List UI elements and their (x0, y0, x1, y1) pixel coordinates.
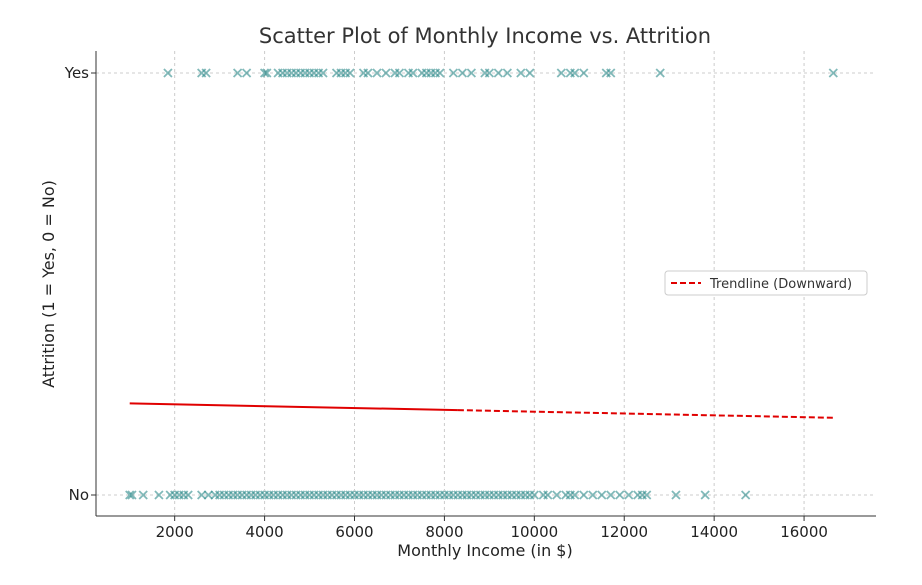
data-point-no (125, 490, 135, 500)
data-point-yes (493, 68, 503, 78)
data-point-yes (457, 68, 468, 78)
data-point-yes (259, 68, 270, 78)
x-tick-label: 14000 (690, 523, 738, 541)
data-point-no (552, 490, 562, 500)
data-point-no (203, 490, 214, 500)
trendline-solid-segment (129, 402, 458, 412)
data-point-no (579, 490, 589, 500)
data-point-no (529, 490, 539, 500)
tick-labels: 2000 4000 6000 8000 10000 12000 14000 16000 No Ye… (64, 64, 828, 541)
data-point-yes (484, 68, 495, 78)
y-axis-label: Attrition (1 = Yes, 0 = No) (39, 180, 58, 388)
data-point-yes (606, 68, 616, 78)
data-point-yes (394, 68, 405, 78)
trendline-dashed-segment (457, 409, 834, 419)
y-tick-label: Yes (64, 64, 89, 82)
data-point-yes (201, 68, 211, 78)
data-point-yes (318, 68, 328, 78)
axes (91, 51, 876, 521)
data-point-yes (570, 68, 580, 78)
data-point-yes (163, 68, 173, 78)
data-point-yes (448, 68, 459, 78)
x-tick-label: 6000 (335, 523, 373, 541)
y-tick-label: No (69, 486, 89, 504)
x-tick-label: 12000 (600, 523, 648, 541)
data-point-no (671, 490, 681, 500)
x-tick-label: 8000 (425, 523, 463, 541)
data-point-no (588, 490, 598, 500)
data-point-yes (516, 68, 526, 78)
data-point-yes (232, 68, 243, 78)
data-point-no (624, 490, 634, 500)
data-point-no (740, 490, 751, 500)
legend: Trendline (Downward) (664, 270, 868, 296)
x-tick-label: 10000 (510, 523, 558, 541)
data-point-yes (556, 68, 566, 78)
data-point-no (197, 490, 207, 500)
data-point-yes (345, 68, 355, 78)
data-point-yes (241, 68, 252, 78)
trendline-layer (129, 402, 834, 419)
legend-trendline-label: Trendline (Downward) (709, 277, 852, 292)
data-points (125, 68, 838, 500)
data-point-yes (579, 68, 589, 78)
data-point-yes (381, 68, 391, 78)
data-point-yes (363, 68, 373, 78)
data-point-yes (466, 68, 477, 78)
data-point-no (615, 490, 625, 500)
data-point-no (700, 490, 710, 500)
x-axis-label: Monthly Income (in $) (397, 541, 572, 560)
chart-title: Scatter Plot of Monthly Income vs. Attri… (259, 24, 711, 48)
x-tick-label: 4000 (245, 523, 283, 541)
data-point-yes (828, 68, 838, 78)
data-point-no (597, 490, 607, 500)
data-point-no (154, 490, 164, 500)
data-point-yes (372, 68, 382, 78)
data-point-yes (262, 68, 272, 78)
legend-box (664, 270, 868, 296)
data-point-yes (435, 68, 445, 78)
data-point-no (127, 490, 137, 500)
data-point-no (183, 490, 193, 500)
x-tick-label: 16000 (780, 523, 828, 541)
data-point-yes (408, 68, 418, 78)
data-point-no (642, 490, 652, 500)
data-point-yes (502, 68, 512, 78)
data-point-no (543, 490, 553, 500)
data-point-no (606, 490, 616, 500)
x-tick-label: 2000 (156, 523, 194, 541)
data-point-yes (525, 68, 535, 78)
data-point-no (138, 490, 148, 500)
data-point-no (570, 490, 580, 500)
data-point-yes (655, 68, 665, 78)
